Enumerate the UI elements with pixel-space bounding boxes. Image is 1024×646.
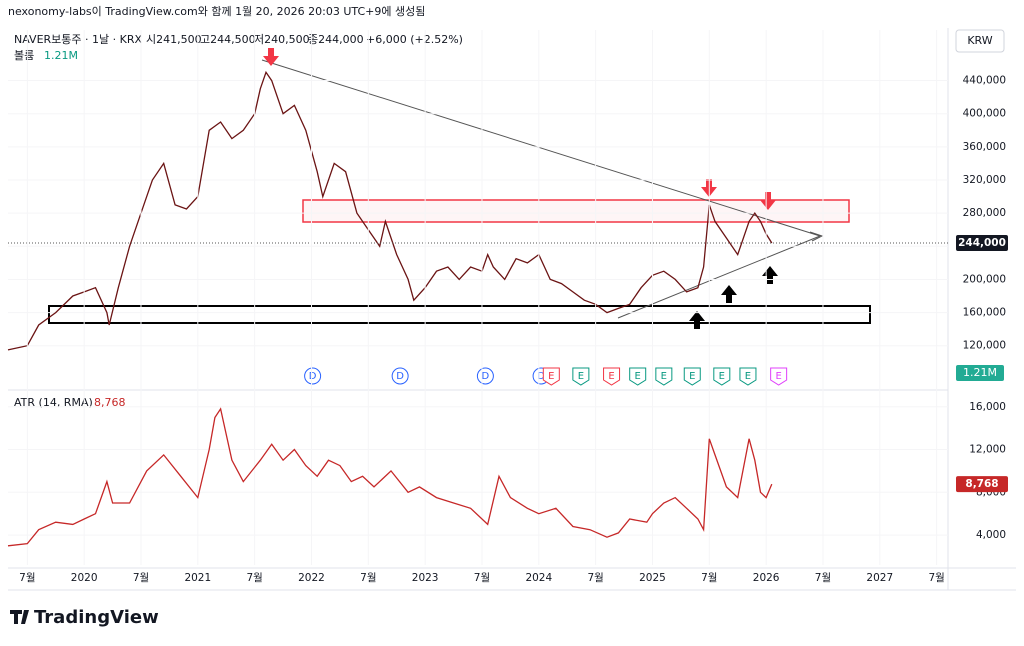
x-tick-label: 7월 <box>928 572 944 584</box>
y-tick-label: 320,000 <box>963 174 1006 186</box>
volume-tag-text: 1.21M <box>963 366 997 379</box>
x-tick-label: 2023 <box>412 572 439 584</box>
y-tick-label: 12,000 <box>969 444 1006 456</box>
x-tick-label: 2025 <box>639 572 666 584</box>
event-label[interactable]: D <box>482 371 490 382</box>
close: 종244,000 <box>308 33 364 46</box>
y-tick-label: 280,000 <box>963 207 1006 219</box>
event-marker[interactable] <box>542 367 560 386</box>
logo: TradingView <box>10 607 159 628</box>
logo-mark <box>10 610 29 624</box>
event-label[interactable]: E <box>608 371 614 382</box>
x-tick-label: 2021 <box>184 572 211 584</box>
event-label[interactable]: E <box>745 371 751 382</box>
event-marker[interactable] <box>713 367 731 386</box>
trend-line <box>617 235 821 319</box>
up-arrow <box>721 285 737 303</box>
event-marker[interactable] <box>739 367 757 386</box>
event-label[interactable]: E <box>775 371 781 382</box>
symbol: NAVER보통주 · 1날 · KRX <box>14 33 142 46</box>
x-tick-label: 7월 <box>246 572 262 584</box>
x-tick-label: 7월 <box>474 572 490 584</box>
x-tick-label: 7월 <box>360 572 376 584</box>
y-tick-label: 160,000 <box>963 307 1006 319</box>
arrow-head <box>809 231 824 242</box>
y-tick-label: 16,000 <box>969 401 1006 413</box>
open: 시241,500 <box>146 33 202 46</box>
event-marker[interactable] <box>629 367 647 386</box>
last-value-tag <box>956 234 1008 251</box>
event-marker[interactable] <box>304 367 322 385</box>
drawings <box>48 48 871 329</box>
event-label[interactable]: E <box>578 371 584 382</box>
y-tick-label: 440,000 <box>963 75 1006 87</box>
event-label[interactable]: E <box>635 371 641 382</box>
event-label[interactable]: E <box>719 371 725 382</box>
volume: 1.21M <box>44 49 78 62</box>
event-label[interactable]: D <box>309 371 317 382</box>
price-line <box>7 70 773 351</box>
trend-line <box>261 59 821 237</box>
volume-tag <box>956 365 1004 381</box>
event-marker[interactable] <box>391 367 409 385</box>
x-tick-label: 2020 <box>71 572 98 584</box>
last-value-label: 8,768 <box>965 478 998 490</box>
resistance-box <box>302 199 850 223</box>
logo-text: TradingView <box>34 607 159 628</box>
event-label[interactable]: D <box>537 371 545 382</box>
last-value-tag <box>956 476 1008 493</box>
event-marker[interactable] <box>603 367 621 386</box>
last-value-label: 244,000 <box>958 237 1006 249</box>
event-marker[interactable] <box>572 367 590 386</box>
event-marker[interactable] <box>476 367 494 385</box>
down-arrow <box>760 192 776 210</box>
x-tick-label: 2022 <box>298 572 325 584</box>
x-tick-label: 7월 <box>19 572 35 584</box>
event-marker[interactable] <box>655 367 673 386</box>
x-tick-label: 2024 <box>525 572 552 584</box>
change: +6,000 (+2.52%) <box>366 33 463 46</box>
up-arrow <box>762 266 778 284</box>
event-label[interactable]: E <box>548 371 554 382</box>
y-tick-label: 4,000 <box>976 529 1006 541</box>
event-label[interactable]: D <box>396 371 404 382</box>
x-tick-label: 2026 <box>753 572 780 584</box>
x-tick-label: 7월 <box>815 572 831 584</box>
atr-title: ATR (14, RMA) <box>14 396 93 409</box>
y-tick-label: 200,000 <box>963 273 1006 285</box>
y-tick-label: 360,000 <box>963 141 1006 153</box>
atr-line <box>7 407 773 547</box>
atr-value: 8,768 <box>94 396 126 409</box>
support-box <box>48 305 871 324</box>
event-marker[interactable] <box>770 367 788 386</box>
currency[interactable]: KRW <box>967 34 992 47</box>
currency-box[interactable] <box>955 29 1005 53</box>
x-tick-label: 7월 <box>133 572 149 584</box>
x-tick-label: 7월 <box>701 572 717 584</box>
y-tick-label: 120,000 <box>963 340 1006 352</box>
low: 저240,500 <box>254 33 310 46</box>
down-arrow <box>263 48 279 66</box>
y-tick-label: 400,000 <box>963 108 1006 120</box>
x-tick-label: 7월 <box>587 572 603 584</box>
volume-label: 볼륨 <box>14 49 34 62</box>
event-label[interactable]: E <box>661 371 667 382</box>
high: 고244,500 <box>200 33 256 46</box>
up-arrow <box>689 311 705 329</box>
x-tick-label: 2027 <box>866 572 893 584</box>
event-marker[interactable] <box>683 367 701 386</box>
caption: nexonomy-labs이 TradingView.com와 함께 1월 20… <box>8 5 425 18</box>
event-label[interactable]: E <box>689 371 695 382</box>
